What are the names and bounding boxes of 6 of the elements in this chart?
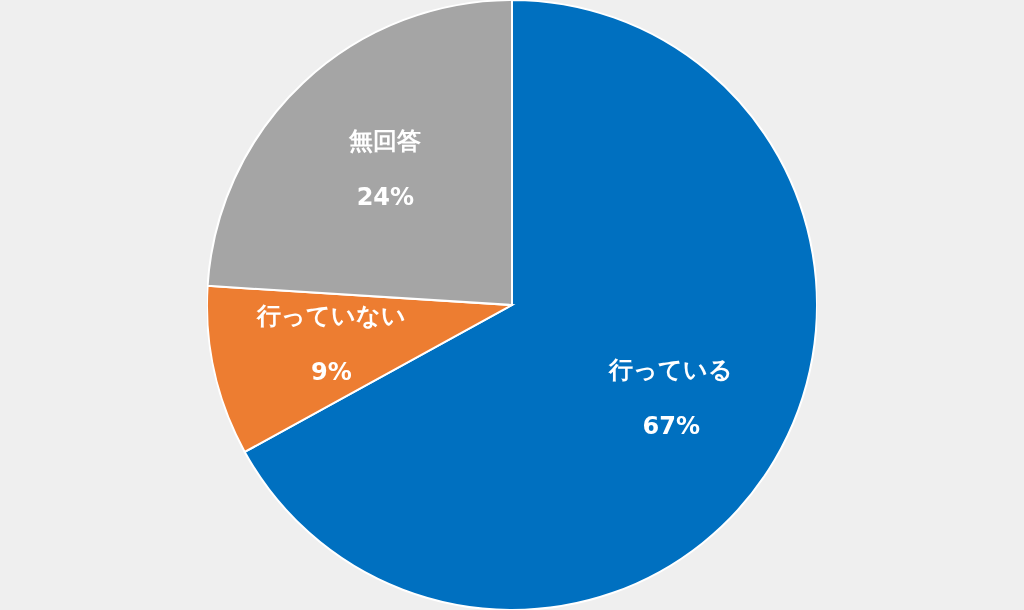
data-label: 67% [642,412,700,441]
slice-label: 行っている [608,356,734,385]
slice-label: 無回答 [348,127,422,156]
data-label: 9% [311,358,352,387]
data-label: 24% [356,183,415,212]
slice-label: 行っていない [255,302,406,331]
